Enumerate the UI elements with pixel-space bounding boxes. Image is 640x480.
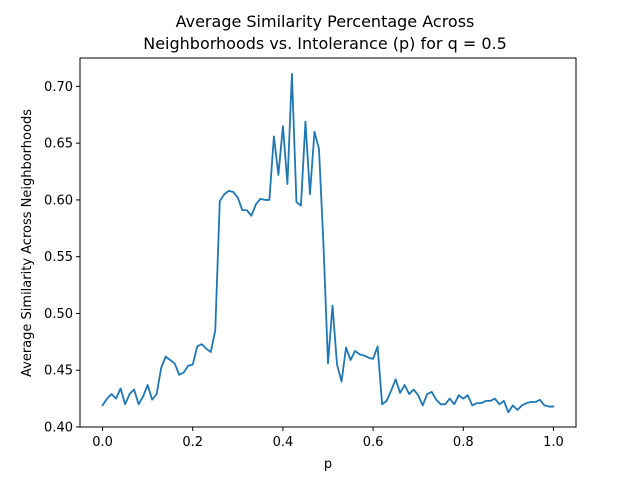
x-tick-label: 1.0 <box>543 435 564 450</box>
x-axis-ticks: 0.0 0.2 0.4 0.6 0.8 1.0 <box>92 427 564 450</box>
y-tick-label: 0.45 <box>44 364 73 379</box>
y-axis-label: Average Similarity Across Neighborhoods <box>20 109 35 377</box>
plot-frame <box>79 57 577 428</box>
x-axis-label: p <box>324 457 332 472</box>
x-tick-label: 0.4 <box>273 435 294 450</box>
y-tick-label: 0.55 <box>44 250 73 265</box>
plot-area <box>80 58 576 427</box>
x-tick-label: 0.8 <box>453 435 474 450</box>
x-tick-label: 0.2 <box>182 435 203 450</box>
y-tick-label: 0.65 <box>44 137 73 152</box>
series-line <box>101 73 555 414</box>
y-tick-label: 0.40 <box>44 421 73 436</box>
y-tick-label: 0.70 <box>44 80 73 95</box>
y-axis-ticks: 0.40 0.45 0.50 0.55 0.60 0.65 0.70 <box>44 80 80 436</box>
x-tick-label: 0.6 <box>363 435 384 450</box>
y-tick-label: 0.60 <box>44 193 73 208</box>
y-tick-label: 0.50 <box>44 307 73 322</box>
chart-title-line-2: Neighborhoods vs. Intolerance (p) for q … <box>143 34 507 53</box>
x-tick-label: 0.0 <box>92 435 113 450</box>
chart-title-line-1: Average Similarity Percentage Across <box>176 12 475 31</box>
